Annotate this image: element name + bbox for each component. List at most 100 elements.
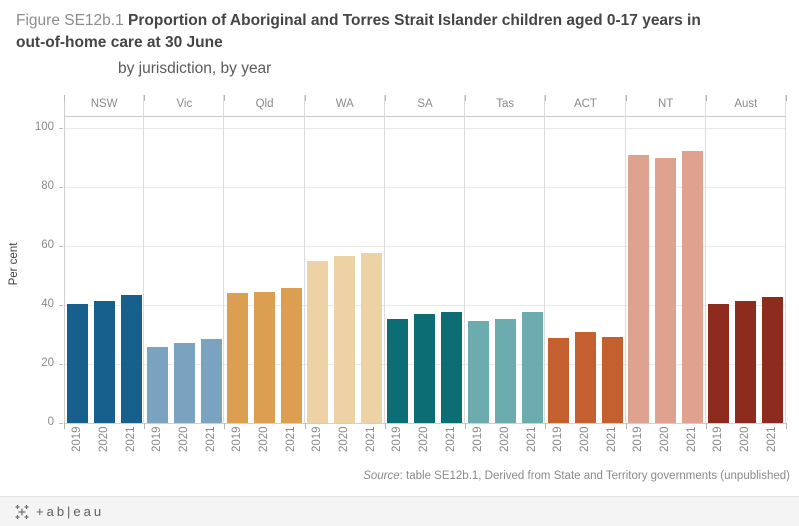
year-tick-label: 2020 — [498, 426, 511, 452]
column-tick-mark — [304, 423, 306, 429]
panel-separator — [143, 95, 145, 423]
column-tick-mark — [304, 95, 306, 101]
panel-separator — [544, 95, 546, 423]
bar-wa-2020[interactable] — [334, 256, 356, 423]
bar-nt-2020[interactable] — [655, 157, 677, 423]
year-tick-label: 2021 — [285, 426, 298, 452]
year-tick-label: 2020 — [739, 426, 752, 452]
year-tick-label: 2020 — [97, 426, 110, 452]
year-tick-label: 2020 — [659, 426, 672, 452]
y-axis-tick-label: 40 — [41, 298, 54, 310]
tableau-logo[interactable]: +ab|eau — [14, 504, 104, 520]
bar-nsw-2020[interactable] — [93, 300, 115, 423]
bar-nt-2019[interactable] — [628, 154, 650, 423]
panel-tas: Tas 2019 2020 2021 — [465, 95, 546, 462]
bar-vic-2020[interactable] — [173, 342, 195, 423]
year-tick-label: 2020 — [177, 426, 190, 452]
x-axis-tick-labels: 2019 2020 2021 — [64, 426, 144, 462]
panel-plot-area — [224, 117, 304, 423]
year-tick-label: 2019 — [231, 426, 244, 452]
column-tick-mark — [625, 95, 627, 101]
panel-header-sa: SA — [384, 95, 466, 117]
column-tick-mark — [465, 95, 467, 101]
bar-aust-2019[interactable] — [708, 304, 730, 423]
bar-wa-2019[interactable] — [307, 260, 329, 423]
chart-subtitle: by jurisdiction, by year — [118, 60, 272, 77]
year-tick-label: 2021 — [445, 426, 458, 452]
y-axis-tick-mark — [59, 128, 63, 129]
panel-separator — [383, 95, 385, 423]
y-axis-tick-mark — [59, 423, 63, 424]
bar-qld-2021[interactable] — [281, 287, 303, 423]
column-tick-mark — [786, 95, 787, 101]
panel-act: ACT 2019 2020 2021 — [545, 95, 626, 462]
column-tick-mark — [144, 95, 146, 101]
column-tick-mark — [705, 423, 707, 429]
y-axis-tick-label: 60 — [41, 239, 54, 251]
panel-vic: Vic 2019 2020 2021 — [144, 95, 225, 462]
year-tick-label: 2019 — [632, 426, 645, 452]
column-tick-mark — [625, 423, 627, 429]
year-tick-label: 2019 — [391, 426, 404, 452]
bar-aust-2020[interactable] — [735, 301, 757, 423]
year-tick-label: 2020 — [338, 426, 351, 452]
source-label: Source — [363, 470, 400, 482]
panel-header-nt: NT — [625, 95, 706, 117]
bar-qld-2019[interactable] — [227, 292, 249, 423]
bar-vic-2019[interactable] — [146, 346, 168, 423]
year-tick-label: 2019 — [311, 426, 324, 452]
year-tick-label: 2020 — [418, 426, 431, 452]
bar-tas-2020[interactable] — [494, 319, 516, 423]
panel-separator — [464, 95, 466, 423]
bar-act-2020[interactable] — [574, 332, 596, 423]
bar-aust-2021[interactable] — [762, 297, 784, 423]
bar-sa-2021[interactable] — [441, 312, 463, 423]
panel-plot-area — [545, 117, 625, 423]
column-tick-mark — [144, 423, 146, 429]
y-axis-tick-label: 80 — [41, 180, 54, 192]
bar-tas-2019[interactable] — [467, 320, 489, 423]
column-tick-mark — [384, 423, 386, 429]
panel-nt: NT 2019 2020 2021 — [625, 95, 706, 462]
bar-vic-2021[interactable] — [200, 339, 222, 423]
bar-sa-2019[interactable] — [387, 318, 409, 423]
column-tick-mark — [545, 95, 547, 101]
bar-act-2021[interactable] — [601, 336, 623, 423]
panel-nsw: NSW 2019 2020 2021 — [64, 95, 145, 462]
gridline — [64, 246, 786, 247]
year-tick-label: 2021 — [686, 426, 699, 452]
panel-header-vic: Vic — [144, 95, 225, 117]
bar-nt-2021[interactable] — [682, 151, 704, 423]
y-axis-tick-mark — [59, 305, 63, 306]
panel-header-tas: Tas — [465, 95, 546, 117]
source-text: : table SE12b.1, Derived from State and … — [399, 470, 790, 482]
year-tick-label: 2019 — [70, 426, 83, 452]
gridline — [64, 305, 786, 306]
column-tick-mark — [545, 423, 547, 429]
panel-plot-area — [706, 117, 786, 423]
x-axis-tick-labels: 2019 2020 2021 — [224, 426, 304, 462]
bar-sa-2020[interactable] — [414, 314, 436, 423]
panel-separator — [784, 95, 786, 423]
bar-qld-2020[interactable] — [254, 291, 276, 423]
bar-tas-2021[interactable] — [521, 312, 543, 423]
year-tick-label: 2021 — [124, 426, 137, 452]
panel-header-wa: WA — [304, 95, 385, 117]
tableau-toolbar: +ab|eau — [0, 496, 799, 526]
y-axis-line — [64, 95, 65, 423]
year-tick-label: 2019 — [551, 426, 564, 452]
column-tick-mark — [786, 423, 787, 429]
bar-act-2019[interactable] — [547, 337, 569, 423]
bar-wa-2021[interactable] — [361, 252, 383, 423]
panel-plot-area — [305, 117, 385, 423]
bar-nsw-2019[interactable] — [66, 304, 88, 423]
column-tick-mark — [705, 95, 707, 101]
y-axis-tick-label: 0 — [47, 416, 54, 428]
bar-nsw-2021[interactable] — [120, 295, 142, 423]
panel-plot-area — [465, 117, 545, 423]
gridline — [64, 128, 786, 129]
panel-plot-area — [64, 117, 144, 423]
x-axis-tick-labels: 2019 2020 2021 — [706, 426, 786, 462]
tableau-wordmark: +ab|eau — [36, 504, 105, 519]
